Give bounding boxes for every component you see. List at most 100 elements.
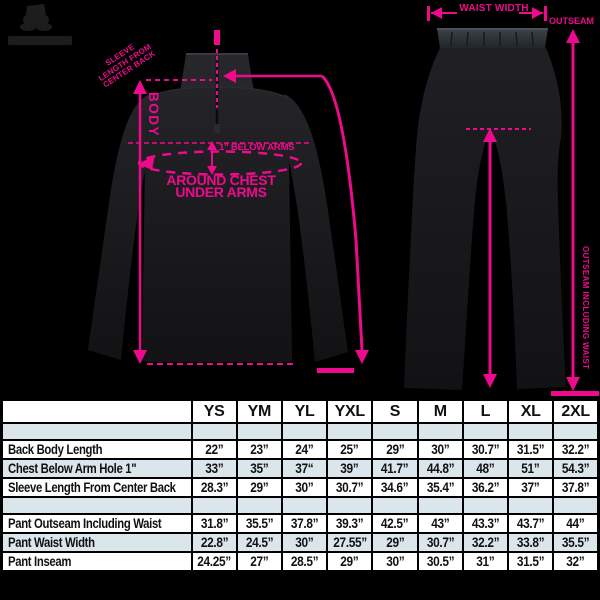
- cell: 28.5”: [280, 551, 329, 575]
- cell: 41.7”: [371, 458, 419, 479]
- around-chest-label-line2: UNDER ARMS: [175, 184, 267, 200]
- spacer-cell: [190, 422, 238, 441]
- spacer-cell: [507, 422, 555, 441]
- row-label: Pant Outseam Including Waist: [0, 513, 193, 534]
- row-label: Sleeve Length From Center Back: [0, 477, 193, 498]
- spacer-cell: [416, 422, 464, 441]
- jacket-torso: [142, 87, 292, 362]
- around-chest-label: AROUND CHEST UNDER ARMS: [149, 173, 293, 200]
- sleeve-arrowhead-down: [355, 350, 369, 364]
- table-row-back-body-length: Back Body Length 22” 23” 24” 25” 29” 30”…: [0, 439, 600, 460]
- table-row-sleeve-length: Sleeve Length From Center Back 28.3” 29”…: [0, 477, 600, 498]
- outseam-arrowhead-down: [566, 377, 580, 391]
- header-size-l: L: [461, 398, 510, 424]
- cell: 22”: [190, 439, 238, 460]
- header-size-yxl: YXL: [326, 398, 374, 424]
- cell: 30.7”: [326, 477, 374, 498]
- cell: 32.2”: [552, 439, 600, 460]
- center-back-tick: [214, 30, 220, 45]
- header-size-m: M: [416, 398, 464, 424]
- spacer-cell: [371, 496, 419, 515]
- below-arms-arrowhead-up: [207, 141, 217, 150]
- spacer-cell: [416, 496, 464, 515]
- cell: 33.8”: [507, 532, 555, 553]
- cell: 36.2”: [461, 477, 510, 498]
- spacer-cell: [0, 422, 193, 441]
- cell: 54.3”: [552, 458, 600, 479]
- cell: 34.6”: [371, 477, 419, 498]
- waist-tick-right: [544, 6, 547, 21]
- cell: 28.3”: [190, 477, 238, 498]
- cell: 23”: [235, 439, 283, 460]
- measurement-marks: [128, 6, 599, 396]
- body-length-label: BODY: [146, 92, 161, 138]
- row-label: Back Body Length: [0, 439, 193, 460]
- cell: 30.7”: [461, 439, 510, 460]
- spacer-row: [0, 422, 600, 441]
- brand-logo-mark-right: [36, 23, 52, 31]
- cell: 39”: [326, 458, 374, 479]
- table-row-pant-waist-width: Pant Waist Width 22.8” 24.5” 30” 27.55” …: [0, 532, 600, 553]
- cell: 32.2”: [461, 532, 510, 553]
- cell: 31.5”: [507, 439, 555, 460]
- cell: 51”: [507, 458, 555, 479]
- cuff-tick: [317, 368, 354, 373]
- cell: 32”: [552, 551, 600, 575]
- cell: 33”: [190, 458, 238, 479]
- row-label: Pant Inseam: [0, 551, 193, 575]
- waist-width-label: WAIST WIDTH: [459, 3, 529, 14]
- cell: 37.8”: [552, 477, 600, 498]
- row-label: Pant Waist Width: [0, 532, 193, 553]
- cell: 42.5”: [371, 513, 419, 534]
- below-arms-label: 1" BELOW ARMS: [219, 142, 295, 153]
- cell: 30”: [371, 551, 419, 575]
- spacer-cell: [461, 422, 510, 441]
- cell: 43”: [416, 513, 464, 534]
- cell: 37.8”: [280, 513, 329, 534]
- header-size-2xl: 2XL: [552, 398, 600, 424]
- sleeve-length-line: [320, 74, 364, 351]
- cell: 35”: [235, 458, 283, 479]
- header-size-s: S: [371, 398, 419, 424]
- cell: 44”: [552, 513, 600, 534]
- header-size-ym: YM: [235, 398, 283, 424]
- table-row-pant-inseam: Pant Inseam 24.25” 27” 28.5” 29” 30” 30.…: [0, 551, 600, 575]
- pants-silhouette: [404, 28, 566, 390]
- jacket-right-sleeve: [284, 94, 348, 362]
- chest-ellipse-arrowhead: [138, 155, 155, 170]
- cell: 31.8”: [190, 513, 238, 534]
- cell: 43.7”: [507, 513, 555, 534]
- cell: 29”: [371, 532, 419, 553]
- cell: 27”: [235, 551, 283, 575]
- cell: 27.55”: [326, 532, 374, 553]
- cell: 30”: [416, 439, 464, 460]
- brand-logo-hat: [26, 4, 46, 15]
- header-size-yl: YL: [280, 398, 329, 424]
- collar-arrowhead-left: [223, 69, 236, 83]
- cell: 35.5”: [235, 513, 283, 534]
- spacer-cell: [371, 422, 419, 441]
- brand-logo: [8, 4, 72, 45]
- header-size-xl: XL: [507, 398, 555, 424]
- cell: 25”: [326, 439, 374, 460]
- cell: 29”: [326, 551, 374, 575]
- cell: 35.4”: [416, 477, 464, 498]
- spacer-cell: [326, 422, 374, 441]
- outseam-bottom-tick: [551, 391, 599, 396]
- pants-waistband: [437, 28, 548, 48]
- below-arms-arrowhead-down: [207, 166, 217, 175]
- size-table-header-row: YS YM YL YXL S M L XL 2XL: [0, 398, 600, 424]
- cell: 31.5”: [507, 551, 555, 575]
- header-empty-cell: [0, 398, 193, 424]
- brand-logo-mark-left: [20, 23, 36, 31]
- cell: 24”: [280, 439, 329, 460]
- cell: 29”: [235, 477, 283, 498]
- spacer-cell: [0, 496, 193, 515]
- jacket-zipper-pull: [214, 124, 220, 133]
- jacket-left-sleeve: [88, 94, 150, 360]
- spacer-cell: [326, 496, 374, 515]
- cell: 29”: [371, 439, 419, 460]
- waist-arrowhead-right: [532, 7, 543, 19]
- cell: 48”: [461, 458, 510, 479]
- cell: 37“: [280, 458, 329, 479]
